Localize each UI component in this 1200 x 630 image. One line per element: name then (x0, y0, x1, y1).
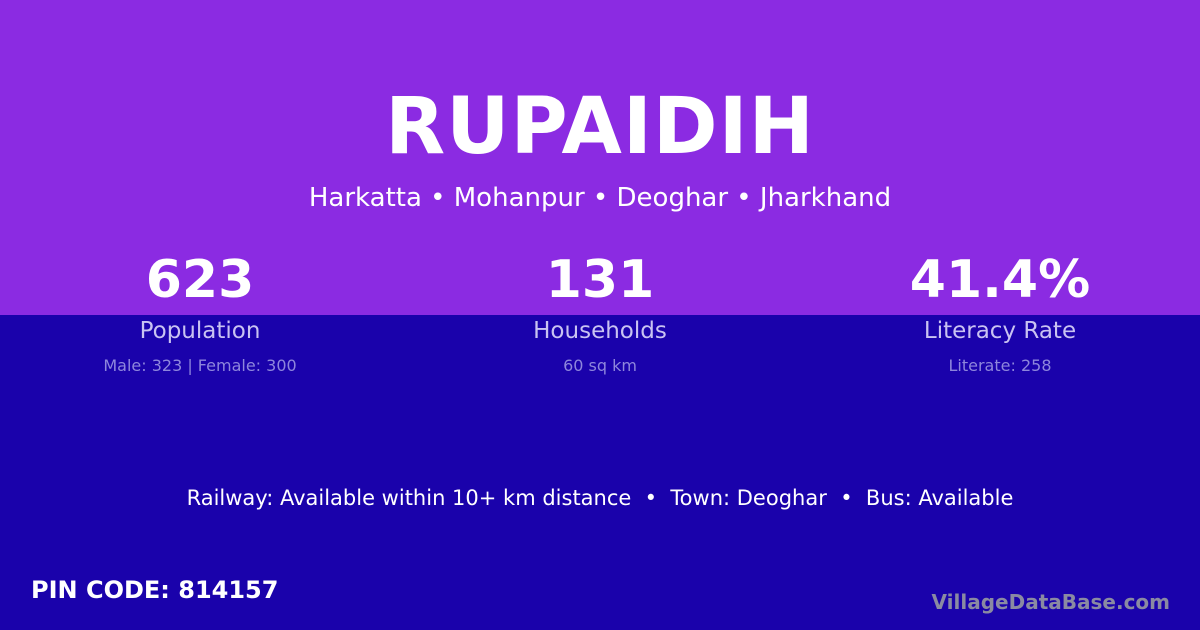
stat-value: 41.4% (909, 250, 1091, 310)
stat-detail: Male: 323 | Female: 300 (103, 356, 297, 375)
header-band (0, 0, 1200, 315)
stat-literacy: 41.4% Literacy Rate Literate: 258 (800, 250, 1200, 375)
stat-value: 623 (145, 250, 255, 310)
stat-label: Population (139, 318, 261, 344)
stat-detail: 60 sq km (563, 356, 637, 375)
stat-label: Literacy Rate (923, 318, 1077, 344)
stat-value: 131 (545, 250, 655, 310)
stat-population: 623 Population Male: 323 | Female: 300 (0, 250, 400, 375)
stat-detail: Literate: 258 (948, 356, 1052, 375)
village-location: Harkatta • Mohanpur • Deoghar • Jharkhan… (308, 183, 892, 213)
stat-label: Households (533, 318, 667, 344)
brand-logo-text: VillageDataBase.com (931, 590, 1170, 614)
connectivity-info: Railway: Available within 10+ km distanc… (186, 486, 1014, 510)
village-name: RUPAIDIH (385, 82, 815, 172)
pin-code: PIN CODE: 814157 (31, 576, 279, 604)
stat-households: 131 Households 60 sq km (400, 250, 800, 375)
